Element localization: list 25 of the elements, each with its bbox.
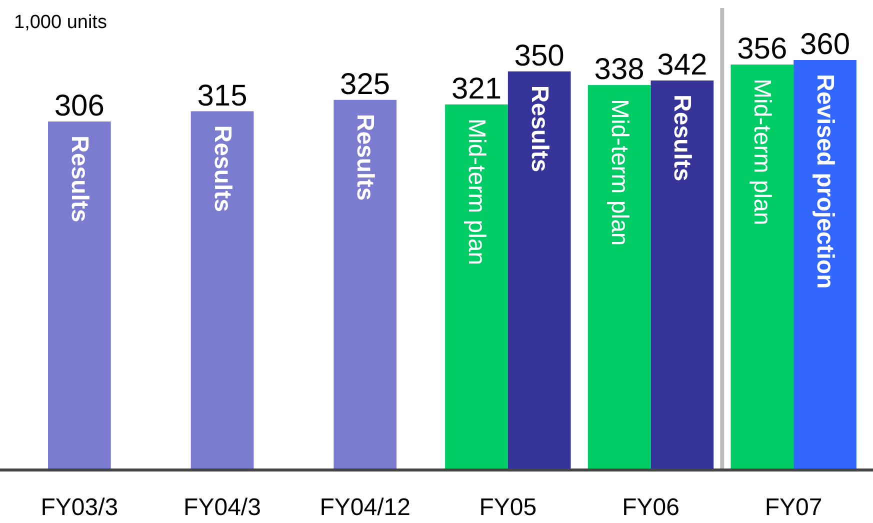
data-label: 306 [54, 90, 104, 122]
text: Results [526, 85, 553, 172]
text: Mid-term plan [606, 99, 633, 246]
y-axis-title: 1,000 units [14, 12, 107, 33]
x-tick-label: FY04/3 [184, 494, 261, 521]
data-label: 342 [657, 48, 708, 82]
x-tick-label: FY03/3 [40, 494, 118, 521]
data-label: 356 [737, 32, 788, 66]
annotation: Revised projection [812, 74, 839, 289]
data-label: 350 [514, 39, 564, 72]
x-tick-label: FY04/12 [320, 494, 410, 521]
text: Results [208, 125, 236, 212]
data-label: 325 [340, 68, 390, 101]
text: Mid-term plan [748, 78, 776, 226]
x-tick-label: FY05 [479, 494, 537, 521]
x-tick-label: FY06 [622, 494, 680, 521]
data-label: 321 [451, 72, 502, 106]
text: Results [352, 114, 379, 201]
data-label: 315 [197, 79, 248, 112]
text: Results [668, 94, 696, 182]
x-tick-label: FY07 [764, 494, 822, 521]
series-label: Results [66, 136, 93, 222]
series-label: Mid-term plan [462, 118, 490, 266]
data-label: 338 [594, 53, 644, 86]
data-label: 360 [800, 28, 850, 61]
